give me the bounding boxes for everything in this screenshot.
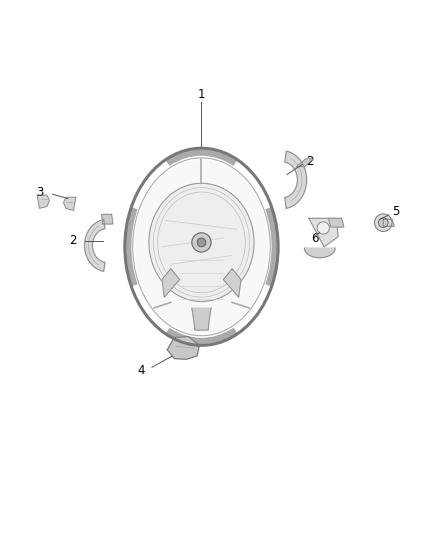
Circle shape	[192, 233, 211, 252]
Text: 5: 5	[392, 205, 399, 218]
Circle shape	[197, 238, 206, 247]
Polygon shape	[309, 219, 338, 247]
Polygon shape	[102, 214, 113, 224]
Circle shape	[378, 218, 388, 228]
Polygon shape	[37, 195, 49, 208]
Text: 2: 2	[307, 155, 314, 168]
Polygon shape	[223, 269, 241, 297]
Polygon shape	[85, 220, 105, 271]
Polygon shape	[285, 151, 307, 208]
Circle shape	[374, 214, 392, 231]
Text: 3: 3	[36, 185, 44, 198]
Ellipse shape	[134, 160, 268, 334]
Ellipse shape	[149, 183, 254, 302]
Polygon shape	[64, 197, 76, 211]
Polygon shape	[328, 219, 344, 227]
Text: 2: 2	[69, 233, 77, 247]
Circle shape	[317, 222, 329, 234]
Text: 4: 4	[137, 364, 145, 377]
Polygon shape	[162, 269, 180, 297]
Polygon shape	[192, 308, 211, 330]
Polygon shape	[167, 336, 199, 359]
Polygon shape	[304, 248, 335, 258]
Polygon shape	[383, 219, 394, 226]
Text: 6: 6	[311, 231, 318, 245]
Text: 1: 1	[198, 88, 205, 101]
Polygon shape	[297, 159, 314, 167]
